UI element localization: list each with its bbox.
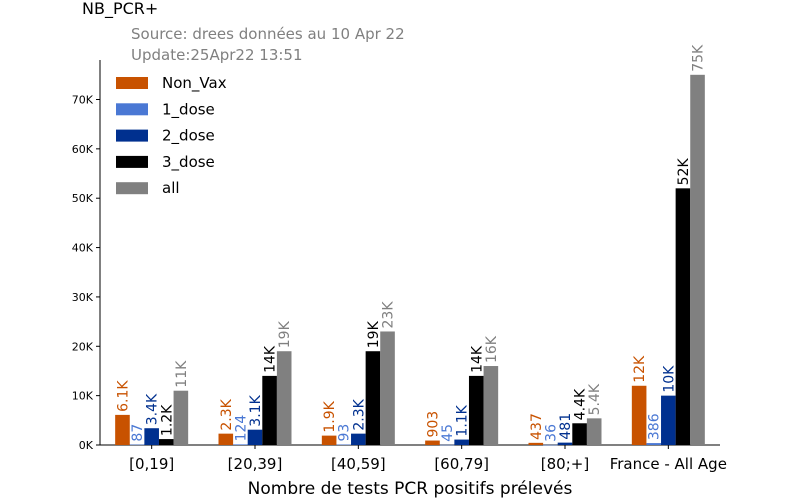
legend-swatch [116, 77, 148, 89]
bar-value-label: 52K [676, 158, 692, 186]
chart-subtitle-source: Source: drees données au 10 Apr 22 [131, 25, 405, 43]
y-tick-label: 40K [72, 242, 94, 255]
x-tick-label: France - All Age [610, 455, 727, 473]
bar-value-label: 14K [469, 345, 485, 373]
bar-value-label: 36 [543, 424, 559, 442]
bar [675, 188, 691, 446]
bar-value-label: 386 [647, 413, 663, 440]
chart-title: NB_PCR+ [82, 0, 158, 19]
bar [276, 351, 292, 445]
x-tick-label: [0,19] [129, 455, 174, 473]
bar-value-label: 4.4K [573, 388, 589, 420]
y-tick-label: 60K [72, 143, 94, 156]
legend-label: Non_Vax [162, 74, 227, 93]
y-tick-label: 70K [72, 93, 94, 106]
y-tick-label: 30K [72, 291, 94, 304]
legend-label: 1_dose [162, 100, 215, 119]
y-tick-label: 20K [72, 340, 94, 353]
bar-value-label: 1.1K [455, 404, 471, 436]
bar-value-label: 2.3K [351, 398, 367, 430]
bar-value-label: 3.4K [145, 393, 161, 425]
bar-value-label: 11K [174, 360, 190, 388]
x-tick-label: [20,39] [228, 455, 283, 473]
legend-label: 3_dose [162, 153, 215, 172]
bar [380, 331, 395, 445]
bar [144, 428, 159, 445]
bar-value-label: 903 [425, 411, 441, 438]
bar [247, 429, 263, 445]
bar-value-label: 93 [337, 424, 353, 442]
bar [262, 375, 277, 445]
x-tick-label: [40,59] [331, 455, 386, 473]
bar [158, 439, 174, 445]
bar-value-label: 1.2K [159, 404, 175, 436]
legend-label: all [162, 179, 180, 197]
bar [173, 390, 189, 445]
bar [543, 444, 558, 446]
bar-value-label: 1.9K [322, 400, 338, 432]
y-tick-label: 10K [72, 390, 94, 403]
bar [483, 366, 499, 445]
bar-value-label: 19K [277, 320, 293, 348]
bar [336, 444, 352, 446]
bar-value-label: 481 [558, 413, 574, 440]
chart-subtitle-update: Update:25Apr22 13:51 [131, 46, 303, 64]
bar-value-label: 12K [632, 355, 648, 383]
legend-label: 2_dose [162, 127, 215, 146]
bar [439, 444, 455, 446]
x-axis-label: Nombre de tests PCR positifs prélevés [248, 479, 573, 499]
bar-value-label: 437 [529, 413, 545, 440]
x-tick-label: [60,79] [434, 455, 489, 473]
bar-value-label: 6.1K [115, 380, 131, 412]
bar-value-label: 3.1K [248, 394, 264, 426]
bar [557, 442, 573, 445]
legend-swatch [116, 103, 148, 116]
x-tick-label: [80;+] [541, 455, 589, 473]
bar [454, 439, 469, 445]
y-tick-label: 50K [72, 192, 94, 205]
bar [528, 442, 544, 445]
bar-value-label: 23K [381, 301, 397, 329]
bar [351, 433, 366, 445]
bar [468, 375, 484, 445]
bar-value-label: 45 [440, 424, 456, 442]
bar [233, 444, 248, 445]
bar-value-label: 87 [130, 424, 146, 442]
bar-value-label: 16K [484, 335, 500, 363]
bar [661, 395, 676, 445]
bar [115, 414, 130, 445]
bar [690, 74, 705, 446]
bar-value-label: 2.3K [219, 398, 235, 430]
bar [218, 433, 234, 445]
legend-swatch [116, 155, 148, 168]
legend-swatch [116, 182, 148, 195]
bar [321, 435, 337, 445]
bar-value-label: 75K [691, 44, 707, 72]
legend-swatch [116, 129, 148, 142]
bar [365, 351, 381, 445]
plot-area: 0K 10K 20K 30K 40K 50K 60K 70K 6.1K 873.4K1.2K 11K… [72, 44, 727, 473]
y-tick-label: 0K [79, 439, 94, 452]
bar [586, 418, 602, 445]
bar [572, 423, 587, 445]
bar-value-label: 14K [263, 345, 279, 373]
bar-value-label: 19K [366, 320, 382, 348]
bar-value-label: 5.4K [587, 383, 603, 415]
bar-value-label: 124 [233, 415, 249, 442]
bar [646, 443, 662, 445]
bar [425, 440, 440, 445]
bar-value-label: 10K [661, 365, 677, 393]
bar [631, 385, 647, 445]
bar [129, 444, 145, 446]
